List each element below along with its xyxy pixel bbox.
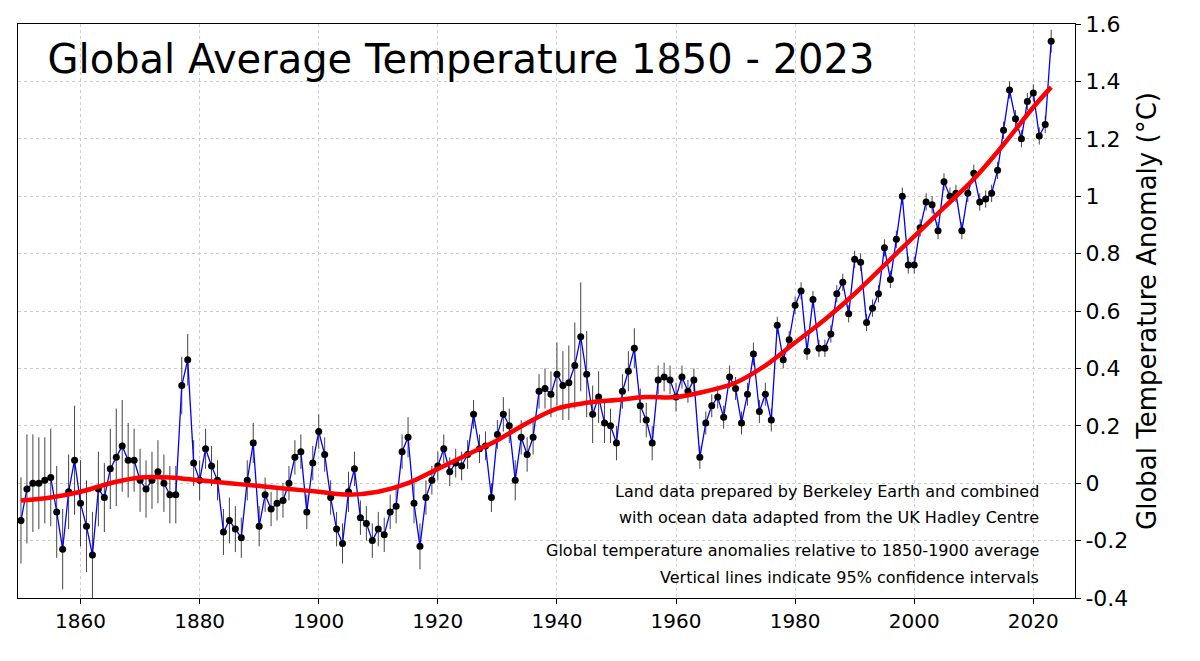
svg-text:0.6: 0.6 xyxy=(1085,299,1120,324)
svg-text:with ocean data adapted from t: with ocean data adapted from the UK Hadl… xyxy=(619,508,1039,527)
svg-text:1.6: 1.6 xyxy=(1085,12,1120,37)
svg-text:Land data prepared by Berkeley: Land data prepared by Berkeley Earth and… xyxy=(615,482,1039,501)
svg-text:Global Average Temperature 185: Global Average Temperature 1850 - 2023 xyxy=(48,36,875,82)
svg-text:-0.2: -0.2 xyxy=(1085,528,1128,553)
svg-text:0.8: 0.8 xyxy=(1085,241,1120,266)
svg-text:Global Temperature Anomaly (°C: Global Temperature Anomaly (°C) xyxy=(1132,92,1162,530)
svg-text:Vertical lines indicate 95% co: Vertical lines indicate 95% confidence i… xyxy=(660,568,1039,587)
svg-text:1.4: 1.4 xyxy=(1085,69,1120,94)
svg-text:1940: 1940 xyxy=(531,609,582,633)
svg-text:2000: 2000 xyxy=(889,609,940,633)
svg-text:2020: 2020 xyxy=(1008,609,1059,633)
svg-text:1860: 1860 xyxy=(55,609,106,633)
svg-text:0.4: 0.4 xyxy=(1085,356,1120,381)
svg-text:1960: 1960 xyxy=(651,609,702,633)
svg-text:1980: 1980 xyxy=(770,609,821,633)
svg-text:1880: 1880 xyxy=(174,609,225,633)
svg-text:-0.4: -0.4 xyxy=(1085,586,1128,611)
svg-text:1: 1 xyxy=(1085,184,1099,209)
svg-text:1900: 1900 xyxy=(293,609,344,633)
svg-text:0: 0 xyxy=(1085,471,1099,496)
svg-text:Global temperature anomalies r: Global temperature anomalies relative to… xyxy=(546,541,1039,560)
svg-text:0.2: 0.2 xyxy=(1085,414,1120,439)
svg-text:1920: 1920 xyxy=(412,609,463,633)
svg-text:1.2: 1.2 xyxy=(1085,127,1120,152)
